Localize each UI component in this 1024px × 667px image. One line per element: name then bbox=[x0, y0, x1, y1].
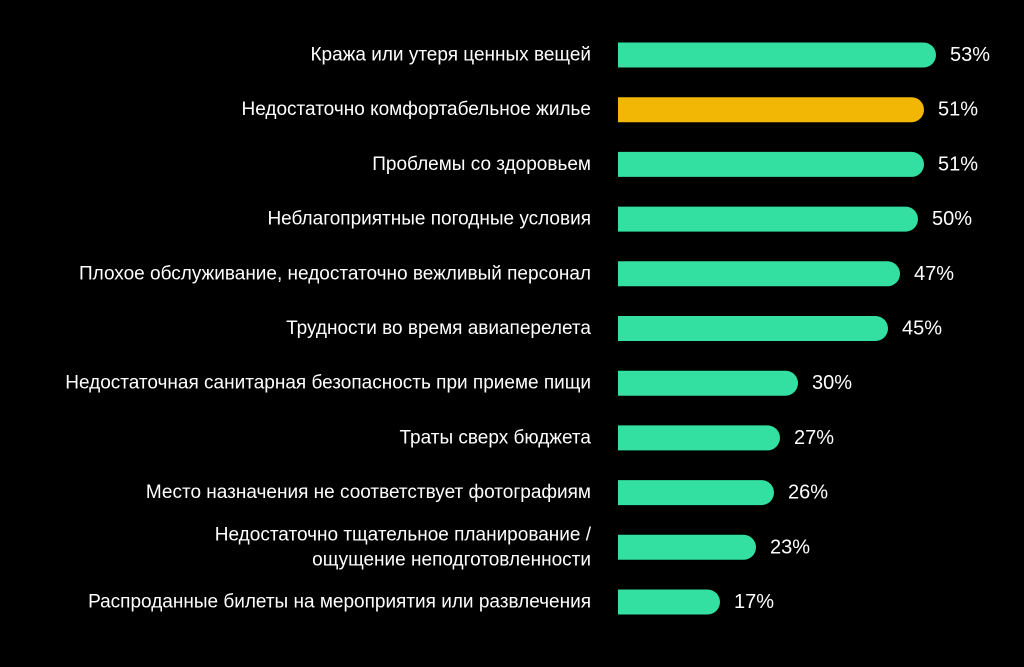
value-labels-group: 53% 51% 51% 50% 47% 45% 30% 27% 26% 23% 17% bbox=[734, 44, 990, 613]
bar-5 bbox=[618, 316, 888, 341]
bar-10 bbox=[618, 589, 720, 615]
bar-9 bbox=[618, 534, 756, 560]
bar-0 bbox=[618, 42, 936, 68]
category-label-9-line-1: ощущение неподготовленности bbox=[312, 549, 591, 570]
bar-1 bbox=[618, 97, 924, 123]
value-label-8: 26% bbox=[788, 482, 828, 504]
bar-6 bbox=[618, 370, 798, 396]
value-label-10: 17% bbox=[734, 591, 774, 613]
category-label-0: Кража или утеря ценных вещей bbox=[310, 45, 591, 66]
value-label-3: 50% bbox=[932, 208, 972, 230]
category-label-5: Трудности во время авиаперелета bbox=[286, 318, 591, 339]
bar-7 bbox=[618, 425, 780, 451]
value-label-7: 27% bbox=[794, 427, 834, 449]
category-label-4: Плохое обслуживание, недостаточно вежлив… bbox=[79, 263, 591, 284]
bars-group bbox=[618, 42, 936, 615]
category-labels-group: Кража или утеря ценных вещей Недостаточно… bbox=[65, 45, 591, 613]
value-label-9: 23% bbox=[770, 536, 810, 558]
bar-8 bbox=[618, 480, 774, 506]
category-label-1: Недостаточно комфортабельное жилье bbox=[242, 99, 591, 120]
category-label-2: Проблемы со здоровьем bbox=[372, 154, 591, 175]
category-label-10: Распроданные билеты на мероприятия или р… bbox=[88, 592, 591, 613]
bar-3 bbox=[618, 206, 918, 232]
value-label-1: 51% bbox=[938, 99, 978, 121]
category-label-9-line-0: Недостаточно тщательное планирование / bbox=[215, 524, 592, 545]
value-label-0: 53% bbox=[950, 44, 990, 66]
category-label-7: Траты сверх бюджета bbox=[400, 427, 592, 448]
category-label-8: Место назначения не соответствует фотогр… bbox=[146, 482, 591, 503]
value-label-2: 51% bbox=[938, 153, 978, 175]
bar-4 bbox=[618, 261, 900, 287]
value-label-6: 30% bbox=[812, 372, 852, 394]
value-label-5: 45% bbox=[902, 318, 942, 340]
value-label-4: 47% bbox=[914, 263, 954, 285]
category-label-3: Неблагоприятные погодные условия bbox=[267, 209, 591, 230]
category-label-6: Недостаточная санитарная безопасность пр… bbox=[65, 373, 591, 394]
bar-2 bbox=[618, 151, 924, 177]
